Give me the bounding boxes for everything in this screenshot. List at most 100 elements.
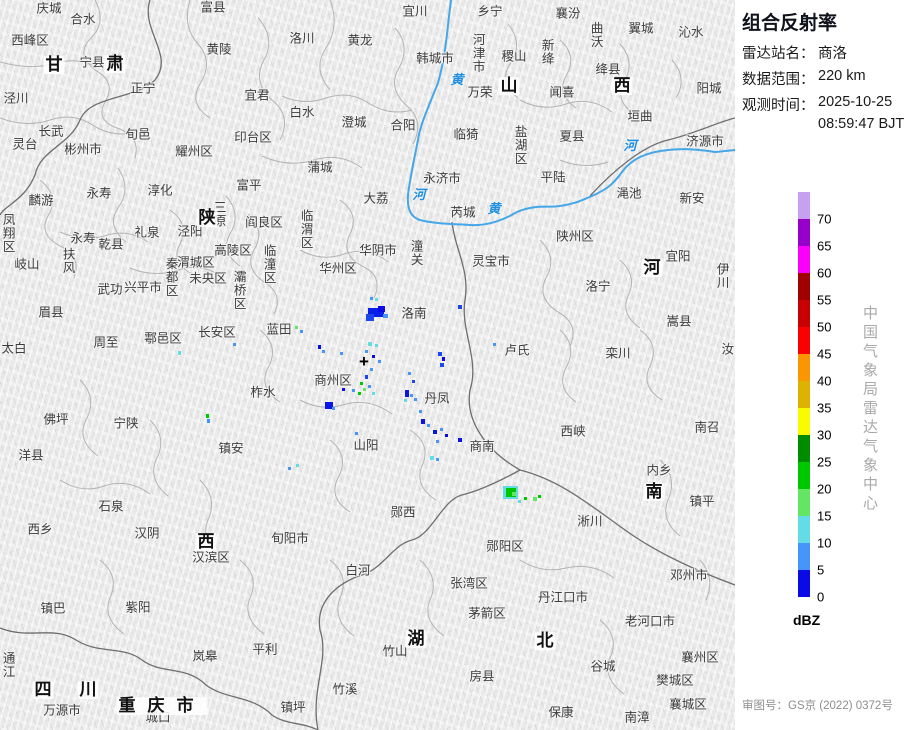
place-label: 襄汾 (555, 6, 581, 21)
dbz-tick-label: 30 (817, 427, 832, 443)
place-label: 眉县 (38, 305, 64, 320)
radar-echo (430, 456, 434, 460)
place-label: 嵩县 (666, 314, 692, 329)
place-label: 岚皋 (192, 649, 218, 664)
river-label: 河 (623, 138, 637, 154)
dbz-swatch (798, 462, 810, 489)
place-label: 淅川 (577, 514, 603, 529)
dbz-color-scale (798, 192, 810, 597)
dbz-swatch (798, 354, 810, 381)
place-label: 通江 (0, 651, 15, 679)
range-value: 220 km (818, 68, 866, 84)
map-boundaries (0, 0, 735, 730)
place-label: 旬阳市 (271, 531, 309, 546)
place-label: 扶风 (60, 247, 75, 275)
dbz-tick-label: 65 (817, 238, 832, 254)
time-date: 2025-10-25 (818, 94, 893, 110)
place-label: 渑池 (616, 186, 642, 201)
place-label: 蒲城 (307, 160, 333, 175)
place-label: 芮城 (450, 205, 476, 220)
place-label: 阳城 (696, 81, 722, 96)
radar-echo (322, 350, 325, 353)
place-label: 宜阳 (665, 249, 691, 264)
dbz-swatch (798, 435, 810, 462)
radar-echo (438, 352, 442, 356)
place-label: 长武 (38, 124, 64, 139)
radar-echo (368, 342, 372, 346)
radar-echo (506, 488, 516, 497)
dbz-swatch (798, 327, 810, 354)
place-label: 永寿 (86, 186, 112, 201)
place-label: 兴平市 (124, 280, 162, 295)
place-label: 宁县 (79, 55, 105, 70)
place-label: 黄陵 (206, 42, 232, 57)
place-label: 永济市 (423, 171, 461, 186)
radar-map: 庆城 合水 西峰区 宁县 正宁 泾川 长武 灵台 彬州市 旬邑 富县 黄陵 印台区 耀州区 宜君 洛川 黄龙 宜川… (0, 0, 735, 730)
radar-echo (318, 345, 321, 349)
place-label: 麟游 (28, 193, 54, 208)
place-label: 泾川 (3, 91, 29, 106)
place-label: 岐山 (14, 257, 40, 272)
place-label: 武功 (97, 282, 123, 297)
place-label: 旬邑 (125, 127, 151, 142)
place-label: 永寿 (70, 231, 96, 246)
station-row: 雷达站名： 商洛 (742, 42, 847, 63)
place-label: 宜君 (244, 88, 270, 103)
dbz-swatch (798, 489, 810, 516)
place-label: 石泉 (98, 499, 124, 514)
agency-watermark: 中国气象局雷达气象中心 (861, 305, 878, 514)
place-label: 老河口市 (624, 614, 676, 629)
radar-echo (512, 492, 516, 496)
radar-echo (414, 398, 417, 401)
place-label: 万源市 (43, 703, 81, 718)
radar-echo (375, 344, 378, 347)
radar-echo (370, 368, 373, 371)
place-label: 高陵区 (214, 243, 252, 258)
place-label: 邓州市 (670, 568, 708, 583)
place-label: 商南 (469, 439, 495, 454)
province-label: 西 (195, 532, 217, 552)
radar-echo (442, 357, 445, 361)
place-label: 潼关 (408, 239, 423, 267)
place-label: 乡宁 (477, 4, 503, 19)
time-clock: 08:59:47 BJT (818, 116, 905, 132)
river-label: 河 (412, 187, 426, 203)
place-label: 宁陕 (113, 416, 139, 431)
map-approval-number: 审图号：GS京 (2022) 0372号 (742, 700, 893, 712)
place-label: 襄城区 (669, 697, 707, 712)
place-label: 灵宝市 (472, 254, 510, 269)
place-label: 临渭区 (298, 208, 313, 250)
place-label: 汉阴 (134, 526, 160, 541)
place-label: 正宁 (130, 81, 156, 96)
product-title: 组合反射率 (742, 13, 838, 34)
place-label: 谷城 (590, 659, 616, 674)
dbz-tick-label: 15 (817, 508, 832, 524)
province-label: 南 (643, 482, 665, 502)
place-label: 伊川 (714, 262, 729, 290)
place-label: 丹凤 (424, 391, 450, 406)
station-value: 商洛 (818, 46, 847, 62)
place-label: 淳化 (147, 183, 173, 198)
place-label: 汝阳 (721, 342, 735, 357)
radar-echo (365, 375, 368, 379)
radar-echo (368, 385, 371, 388)
place-label: 佛坪 (43, 412, 69, 427)
place-label: 合阳 (390, 118, 416, 133)
place-label: 郧西 (390, 505, 416, 520)
dbz-swatch (798, 408, 810, 435)
place-label: 洛川 (289, 31, 315, 46)
place-label: 白河 (345, 563, 371, 578)
radar-echo (300, 330, 303, 333)
place-label: 汉滨区 (192, 550, 230, 565)
radar-echo (433, 430, 437, 434)
time-label: 观测时间： (742, 98, 815, 114)
place-label: 新安 (679, 191, 705, 206)
radar-echo (342, 388, 345, 391)
place-label: 平陆 (540, 170, 566, 185)
place-label: 未央区 (189, 271, 227, 286)
place-label: 闻喜 (549, 85, 575, 100)
place-label: 陕州区 (556, 229, 594, 244)
radar-echo (440, 363, 444, 367)
radar-echo (458, 438, 462, 442)
place-label: 周至 (93, 335, 119, 350)
